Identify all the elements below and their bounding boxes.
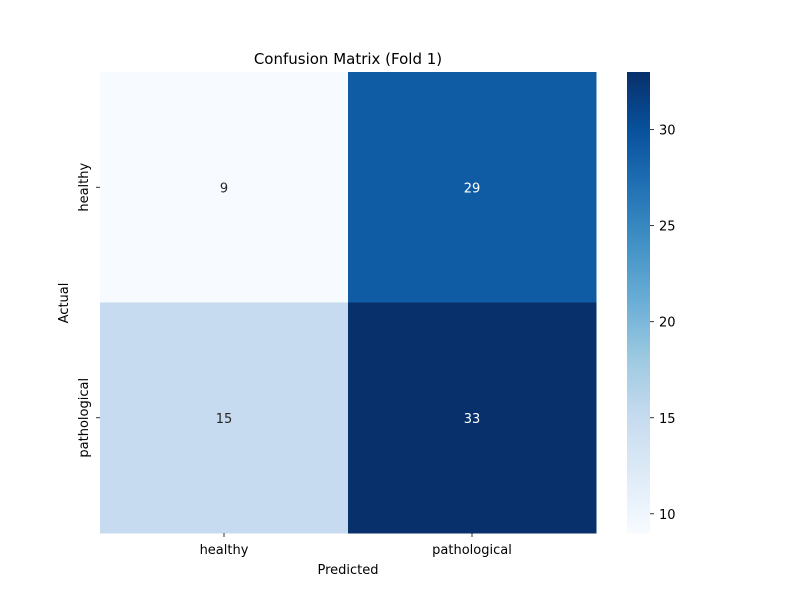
colorbar-tick-label: 15 (659, 412, 676, 427)
cell-value-label: 29 (464, 181, 481, 196)
colorbar-tick-label: 30 (659, 124, 676, 139)
colorbar-tick-label: 25 (659, 220, 676, 235)
colorbar-ticks: 10 15 20 25 30 (650, 124, 676, 523)
heatmap-cell (348, 302, 597, 534)
y-tick-label: healthy (77, 163, 92, 212)
heatmap-cell (100, 302, 349, 534)
x-axis: healthy pathological (200, 533, 512, 558)
heatmap-cell-labels: 9 29 15 33 (216, 181, 481, 427)
x-tick-label: healthy (200, 543, 249, 558)
colorbar-tick-label: 10 (659, 508, 676, 523)
x-tick-label: pathological (432, 543, 512, 558)
colorbar-tick-label: 20 (659, 316, 676, 331)
colorbar: 10 15 20 25 30 (627, 72, 676, 533)
chart-title: Confusion Matrix (Fold 1) (254, 50, 442, 68)
heatmap-cell (348, 72, 597, 303)
heatmap-cells (100, 72, 597, 534)
y-axis-label: Actual (57, 283, 72, 324)
y-tick-label: pathological (77, 378, 92, 458)
y-axis: healthy pathological (77, 163, 100, 458)
colorbar-gradient (627, 72, 650, 533)
x-axis-label: Predicted (317, 563, 378, 578)
heatmap-cell (100, 72, 349, 303)
cell-value-label: 9 (220, 181, 228, 196)
cell-value-label: 33 (464, 412, 481, 427)
cell-value-label: 15 (216, 412, 233, 427)
